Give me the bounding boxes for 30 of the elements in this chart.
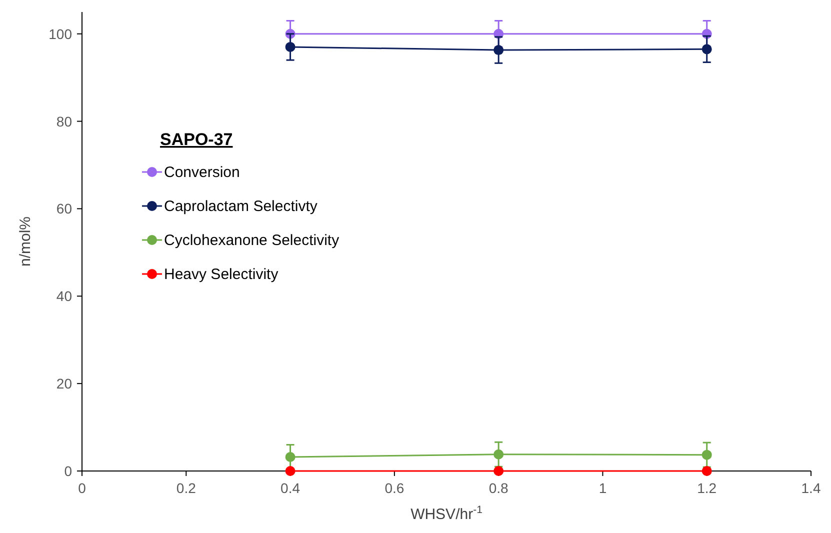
- x-tick-label: 1.2: [697, 480, 717, 496]
- x-tick-label: 0.4: [280, 480, 300, 496]
- y-tick-label: 100: [48, 26, 72, 42]
- point: [285, 466, 296, 476]
- legend-title: SAPO-37: [160, 130, 233, 149]
- x-tick-label: 1: [598, 480, 607, 496]
- y-tick-label: 20: [56, 376, 72, 392]
- point: [285, 42, 296, 52]
- point: [702, 44, 712, 54]
- point: [702, 466, 712, 476]
- y-axis-title: n/mol%: [17, 216, 34, 267]
- legend-label: Heavy Selectivity: [164, 266, 279, 283]
- legend-label: Cyclohexanone Selectivity: [164, 232, 340, 249]
- y-tick-label: 80: [56, 113, 72, 130]
- x-tick-label: 0.2: [176, 480, 196, 496]
- x-tick-label: 0.8: [488, 480, 509, 496]
- y-tick-label: 60: [56, 200, 72, 217]
- legend-label: Caprolactam Selectivty: [164, 198, 318, 215]
- x-axis-title: WHSV/hr$^{-1}$: [410, 504, 483, 523]
- y-tick-label: 0: [64, 463, 72, 479]
- x-tick-label: 1.4: [801, 480, 821, 496]
- legend-label: Conversion: [164, 164, 240, 181]
- x-tick-label: 0: [78, 480, 86, 496]
- point: [494, 449, 504, 460]
- point: [285, 452, 296, 462]
- x-tick-label: 0.6: [384, 480, 404, 496]
- point: [702, 450, 712, 460]
- point: [494, 466, 504, 476]
- y-tick-label: 40: [56, 288, 72, 304]
- point: [494, 45, 504, 56]
